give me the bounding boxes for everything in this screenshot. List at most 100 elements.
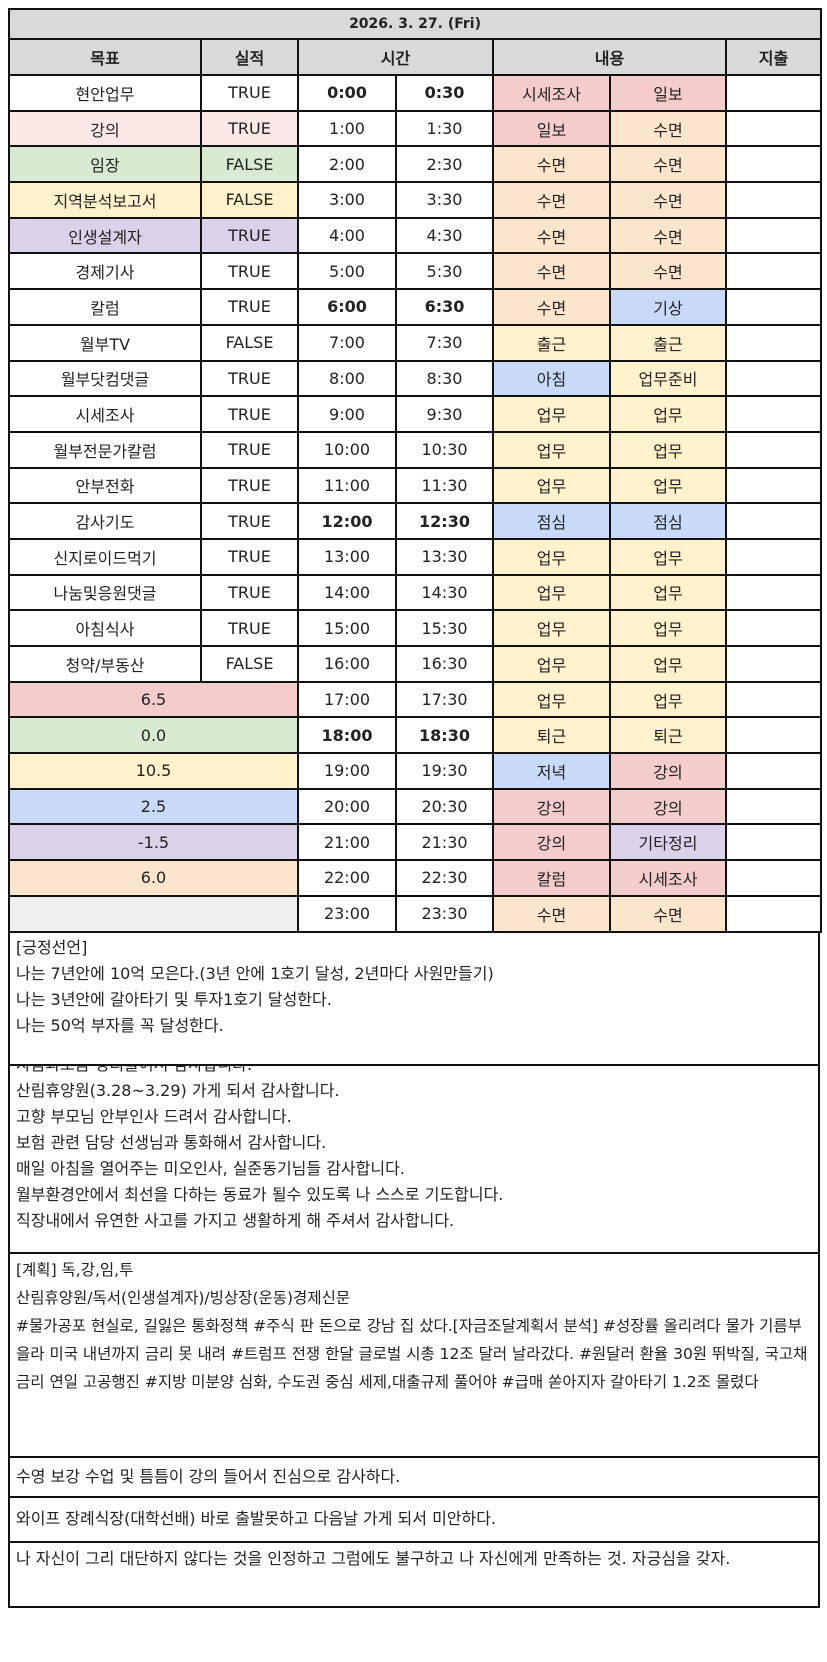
content-cell[interactable]: 업무 xyxy=(609,645,727,683)
content-cell[interactable]: 시세조사 xyxy=(492,74,611,112)
content-cell[interactable]: 수면 xyxy=(492,894,611,933)
content-cell[interactable]: 기타정리 xyxy=(609,823,727,862)
expense-cell[interactable] xyxy=(724,216,823,255)
content-cell[interactable]: 강의 xyxy=(609,752,727,790)
affirmations-box[interactable]: [긍정선언] 나는 7년안에 10억 모은다.(3년 안에 1호기 달성, 2년… xyxy=(8,932,820,1066)
expense-cell[interactable] xyxy=(724,181,823,219)
goal-cell[interactable]: 임장 xyxy=(8,145,202,184)
goal-cell[interactable]: 강의 xyxy=(8,109,202,148)
expense-cell[interactable] xyxy=(724,894,823,933)
time-start-cell[interactable]: 20:00 xyxy=(297,787,397,826)
goal-cell[interactable]: 안부전화 xyxy=(8,466,202,505)
time-end-cell[interactable]: 14:30 xyxy=(395,573,494,612)
time-end-cell[interactable]: 12:30 xyxy=(395,502,494,540)
content-cell[interactable]: 업무 xyxy=(492,573,611,612)
goal-cell[interactable]: 인생설계자 xyxy=(8,216,202,255)
content-cell[interactable]: 업무 xyxy=(609,609,727,647)
time-end-cell[interactable]: 7:30 xyxy=(395,323,494,362)
content-cell[interactable]: 강의 xyxy=(609,787,727,826)
expense-cell[interactable] xyxy=(724,787,823,826)
time-end-cell[interactable]: 16:30 xyxy=(395,645,494,683)
content-cell[interactable]: 일보 xyxy=(609,74,727,112)
result-cell[interactable]: FALSE xyxy=(200,145,299,184)
content-cell[interactable]: 업무 xyxy=(492,537,611,576)
content-cell[interactable]: 출근 xyxy=(609,323,727,362)
time-start-cell[interactable]: 18:00 xyxy=(297,716,397,755)
time-end-cell[interactable]: 8:30 xyxy=(395,359,494,398)
header-expense[interactable]: 지출 xyxy=(724,38,823,76)
time-start-cell[interactable]: 5:00 xyxy=(297,252,397,291)
time-end-cell[interactable]: 2:30 xyxy=(395,145,494,184)
time-start-cell[interactable]: 1:00 xyxy=(297,109,397,148)
time-end-cell[interactable]: 9:30 xyxy=(395,395,494,433)
time-end-cell[interactable]: 18:30 xyxy=(395,716,494,755)
time-start-cell[interactable]: 22:00 xyxy=(297,859,397,897)
time-end-cell[interactable]: 0:30 xyxy=(395,74,494,112)
time-end-cell[interactable]: 3:30 xyxy=(395,181,494,219)
content-cell[interactable]: 수면 xyxy=(492,288,611,326)
content-cell[interactable]: 수면 xyxy=(609,181,727,219)
note-box[interactable]: 와이프 장례식장(대학선배) 바로 출발못하고 다음날 가게 되서 미안하다. xyxy=(8,1497,820,1543)
result-cell[interactable]: FALSE xyxy=(200,645,299,683)
content-cell[interactable]: 업무 xyxy=(609,395,727,433)
result-cell[interactable]: TRUE xyxy=(200,395,299,433)
content-cell[interactable]: 수면 xyxy=(609,145,727,184)
goal-cell[interactable]: 신지로이드먹기 xyxy=(8,537,202,576)
content-cell[interactable]: 기상 xyxy=(609,288,727,326)
time-start-cell[interactable]: 19:00 xyxy=(297,752,397,790)
expense-cell[interactable] xyxy=(724,609,823,647)
expense-cell[interactable] xyxy=(724,823,823,862)
goal-cell[interactable]: 월부닷컴댓글 xyxy=(8,359,202,398)
time-end-cell[interactable]: 13:30 xyxy=(395,537,494,576)
expense-cell[interactable] xyxy=(724,395,823,433)
content-cell[interactable]: 업무 xyxy=(492,466,611,505)
content-cell[interactable]: 퇴근 xyxy=(492,716,611,755)
header-content[interactable]: 내용 xyxy=(492,38,727,76)
expense-cell[interactable] xyxy=(724,680,823,719)
result-cell[interactable]: TRUE xyxy=(200,609,299,647)
content-cell[interactable]: 점심 xyxy=(609,502,727,540)
total-cell[interactable]: 6.0 xyxy=(8,859,299,897)
time-start-cell[interactable]: 21:00 xyxy=(297,823,397,862)
content-cell[interactable]: 업무 xyxy=(492,395,611,433)
expense-cell[interactable] xyxy=(724,430,823,469)
result-cell[interactable]: TRUE xyxy=(200,74,299,112)
expense-cell[interactable] xyxy=(724,716,823,755)
content-cell[interactable]: 업무 xyxy=(492,680,611,719)
content-cell[interactable]: 업무 xyxy=(609,680,727,719)
date-title[interactable]: 2026. 3. 27. (Fri) xyxy=(7,8,823,40)
total-cell[interactable]: -1.5 xyxy=(8,823,299,862)
time-start-cell[interactable]: 4:00 xyxy=(297,216,397,255)
content-cell[interactable]: 수면 xyxy=(492,145,611,184)
time-start-cell[interactable]: 9:00 xyxy=(297,395,397,433)
goal-cell[interactable]: 청약/부동산 xyxy=(8,645,202,683)
total-cell[interactable]: 6.5 xyxy=(8,680,299,719)
note-box[interactable]: 나 자신이 그리 대단하지 않다는 것을 인정하고 그럼에도 불구하고 나 자신… xyxy=(8,1542,820,1608)
result-cell[interactable]: TRUE xyxy=(200,502,299,540)
time-end-cell[interactable]: 11:30 xyxy=(395,466,494,505)
note-box[interactable]: 수영 보강 수업 및 틈틈이 강의 들어서 진심으로 감사하다. xyxy=(8,1457,820,1498)
content-cell[interactable]: 업무 xyxy=(609,466,727,505)
result-cell[interactable]: TRUE xyxy=(200,430,299,469)
total-cell[interactable]: 0.0 xyxy=(8,716,299,755)
expense-cell[interactable] xyxy=(724,859,823,897)
content-cell[interactable]: 퇴근 xyxy=(609,716,727,755)
time-end-cell[interactable]: 20:30 xyxy=(395,787,494,826)
time-start-cell[interactable]: 12:00 xyxy=(297,502,397,540)
time-start-cell[interactable]: 13:00 xyxy=(297,537,397,576)
expense-cell[interactable] xyxy=(724,466,823,505)
content-cell[interactable]: 수면 xyxy=(492,216,611,255)
header-time[interactable]: 시간 xyxy=(297,38,494,76)
total-cell[interactable]: 2.5 xyxy=(8,787,299,826)
goal-cell[interactable]: 칼럼 xyxy=(8,288,202,326)
time-start-cell[interactable]: 6:00 xyxy=(297,288,397,326)
expense-cell[interactable] xyxy=(724,502,823,540)
result-cell[interactable]: TRUE xyxy=(200,216,299,255)
time-start-cell[interactable]: 3:00 xyxy=(297,181,397,219)
content-cell[interactable]: 출근 xyxy=(492,323,611,362)
expense-cell[interactable] xyxy=(724,359,823,398)
goal-cell[interactable]: 현안업무 xyxy=(8,74,202,112)
content-cell[interactable]: 일보 xyxy=(492,109,611,148)
content-cell[interactable]: 업무 xyxy=(492,430,611,469)
time-end-cell[interactable]: 5:30 xyxy=(395,252,494,291)
